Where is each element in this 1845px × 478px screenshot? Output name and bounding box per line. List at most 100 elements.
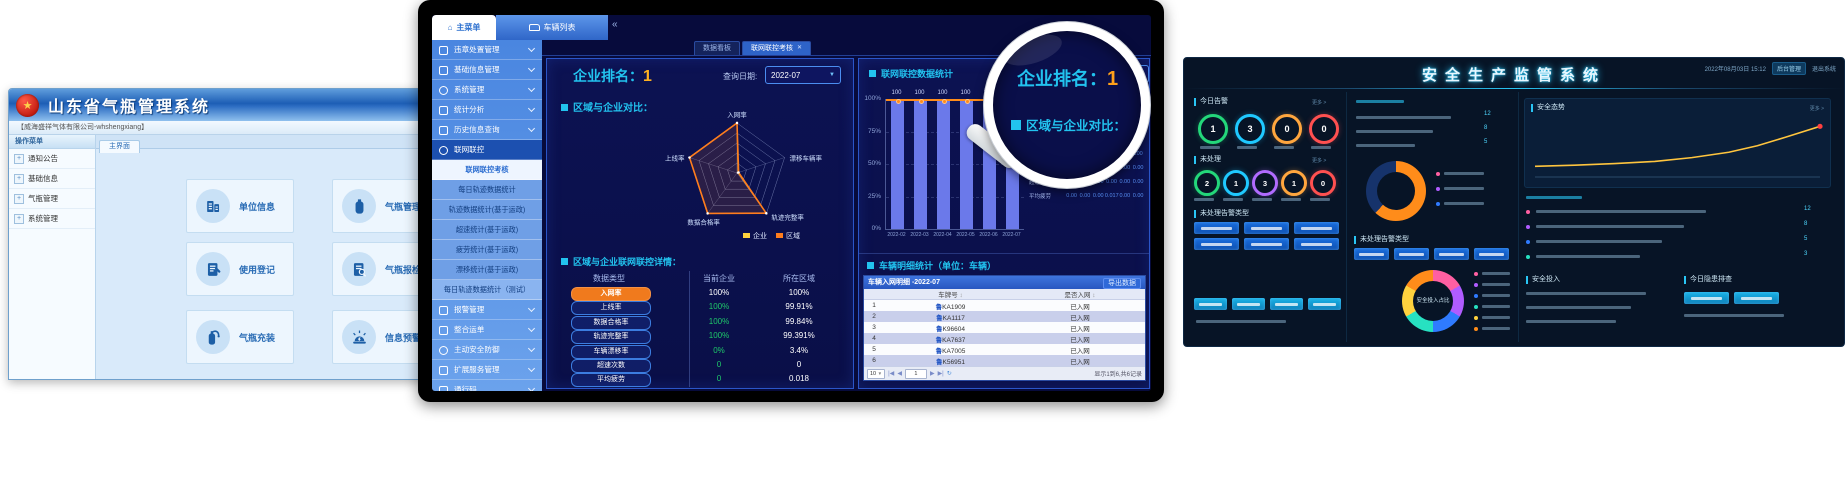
logout-link[interactable]: 退出系统 (1811, 67, 1836, 73)
alarm-type-chip[interactable] (1294, 222, 1339, 234)
tile-alert[interactable]: 信息预警 (332, 310, 433, 364)
alarm-type-chip[interactable] (1294, 238, 1339, 250)
metric-pill[interactable]: 超速次数 (571, 359, 651, 373)
metric-pill[interactable]: 轨迹完整率 (571, 330, 651, 345)
page-input[interactable]: 1 (904, 368, 927, 379)
expand-plus-icon[interactable]: + (14, 153, 24, 164)
sidebar-item-label: 超速统计(基于运政) (455, 225, 519, 234)
check-chip[interactable] (1684, 292, 1729, 304)
sidebar-item-menu[interactable]: 通行码 (432, 380, 542, 391)
legend-dot (1436, 172, 1440, 176)
sidebar-item-menu[interactable]: 基础信息管理 (432, 60, 542, 80)
tile-filling[interactable]: 气瓶充装 (186, 310, 294, 364)
report-chip[interactable] (1270, 298, 1303, 310)
report-chip[interactable] (1308, 298, 1341, 310)
tile-cylinder[interactable]: 气瓶管理 (332, 179, 433, 233)
sidebar-item-menu[interactable]: 统计分析 (432, 100, 542, 120)
metric-pill[interactable]: 平均疲劳 (571, 373, 651, 388)
ring-label (1274, 146, 1294, 149)
sidebar-item-menu[interactable]: 疲劳统计(基于运政) (432, 240, 542, 260)
sidebar-item-menu[interactable]: 主动安全防御 (432, 340, 542, 360)
table-row[interactable]: 2 鲁KA1117 已入网 (864, 311, 1145, 322)
col-plate[interactable]: 车牌号 ↕ (938, 292, 963, 299)
more-link[interactable]: 更多 > (1312, 100, 1327, 106)
report-chip[interactable] (1194, 298, 1227, 310)
sidebar-item-menu[interactable]: 漂移统计(基于运政) (432, 260, 542, 280)
sidebar-item-label: 漂移统计(基于运政) (455, 265, 519, 274)
sidebar-item-menu[interactable]: 系统管理 (432, 80, 542, 100)
sidebar-item-menu[interactable]: 整合运单 (432, 320, 542, 340)
vehicle-tab-label: 车辆列表 (543, 23, 576, 32)
table-row[interactable]: 4 鲁KA7637 已入网 (864, 333, 1145, 344)
sidebar-item-menu[interactable]: 报警管理 (432, 300, 542, 320)
alarm-type-chip[interactable] (1194, 222, 1239, 234)
table-row[interactable]: 5 鲁KA7005 已入网 (864, 344, 1145, 355)
trend-point (965, 98, 970, 104)
query-date-select[interactable]: 2022-07 ▼ (765, 66, 841, 84)
alarm-type-chip[interactable] (1434, 248, 1469, 260)
alarm-type-chip[interactable] (1244, 238, 1289, 250)
tab-main[interactable]: 主界面 (99, 140, 140, 153)
refresh-icon[interactable]: ↻ (946, 371, 952, 377)
sidebar-item-label: 统计分析 (454, 105, 485, 114)
next-page-icon[interactable]: ▶ (929, 371, 935, 377)
table-row[interactable]: 1 鲁KA1909 已入网 (864, 300, 1145, 311)
expand-plus-icon[interactable]: + (14, 173, 24, 184)
sidebar-item-label: 疲劳统计(基于运政) (455, 245, 519, 254)
sidebar-item-menu[interactable]: 轨迹数据统计(基于运政) (432, 200, 542, 220)
tile-label: 气瓶报检 (385, 264, 422, 275)
tile-building[interactable]: 单位信息 (186, 179, 294, 233)
prev-page-icon[interactable]: ◀ (897, 371, 902, 377)
sidebar-item[interactable]: + 气瓶管理 (9, 189, 95, 209)
metric-pill[interactable]: 上线率 (571, 301, 651, 316)
expand-plus-icon[interactable]: + (14, 213, 24, 224)
more-link[interactable]: 更多 > (1312, 158, 1327, 164)
tile-inspect[interactable]: 气瓶报检 (332, 242, 433, 296)
table-row[interactable]: 6 鲁K56951 已入网 (864, 355, 1145, 366)
admin-button[interactable]: 后台管理 (1771, 62, 1806, 75)
export-button[interactable]: 导出数据 (1103, 277, 1141, 289)
check-chip[interactable] (1734, 292, 1779, 304)
home-tab[interactable]: ⌂ 主菜单 (432, 15, 496, 40)
tile-register[interactable]: 使用登记 (186, 242, 294, 296)
sidebar-item-menu[interactable]: 每日轨迹数据统计 (432, 180, 542, 200)
alarm-type-chip[interactable] (1474, 248, 1509, 260)
metric-pill[interactable]: 车辆漂移率 (571, 344, 651, 359)
sidebar-item[interactable]: + 系统管理 (9, 209, 95, 229)
expand-plus-icon[interactable]: + (14, 193, 24, 204)
alarm-type-chip[interactable] (1394, 248, 1429, 260)
sidebar-item-menu[interactable]: 超速统计(基于运政) (432, 220, 542, 240)
sidebar-item[interactable]: + 通知公告 (9, 149, 95, 169)
more-link[interactable]: 更多 > (1809, 106, 1824, 112)
metric-pill[interactable]: 入网率 (571, 287, 651, 301)
region-value: 99.91% (785, 302, 813, 312)
metric-pill[interactable]: 数据合格率 (571, 315, 651, 330)
list-bar (1356, 116, 1451, 119)
sidebar-item-selected[interactable]: 联网联控考核 (432, 160, 542, 180)
sidebar-item-menu[interactable]: 违章处置管理 (432, 40, 542, 60)
close-tab-icon[interactable]: ✕ (797, 45, 803, 51)
content-tab[interactable]: 数据看板 (694, 41, 740, 55)
col-status[interactable]: 是否入网 ↕ (1064, 292, 1096, 299)
report-chip[interactable] (1232, 298, 1265, 310)
legend-label (1444, 202, 1484, 205)
alarm-type-chip[interactable] (1354, 248, 1389, 260)
table-row[interactable]: 3 鲁K96604 已入网 (864, 322, 1145, 333)
last-page-icon[interactable]: ▶| (937, 371, 944, 377)
legend-label (1482, 294, 1510, 297)
first-page-icon[interactable]: |◀ (888, 371, 895, 377)
sidebar-item-menu[interactable]: 历史信息查询 (432, 120, 542, 140)
content-tab[interactable]: 联网联控考核 ✕ (742, 41, 812, 55)
sidebar-item-menu[interactable]: 每日轨迹数据统计（测试） (432, 280, 542, 300)
sidebar-item-menu[interactable]: 联网联控 (432, 140, 542, 160)
collapse-sidebar-icon[interactable]: « (612, 19, 618, 30)
alarm-type-chip[interactable] (1194, 238, 1239, 250)
sidebar-item-label: 通行码 (454, 385, 477, 391)
page-size-select[interactable]: 10 ▼ (867, 368, 886, 379)
sidebar-item[interactable]: + 基础信息 (9, 169, 95, 189)
vehicle-list-tab[interactable]: 车辆列表 (496, 15, 608, 40)
bar (914, 99, 927, 229)
chevron-down-icon (527, 44, 536, 53)
alarm-type-chip[interactable] (1244, 222, 1289, 234)
sidebar-item-menu[interactable]: 扩展服务管理 (432, 360, 542, 380)
